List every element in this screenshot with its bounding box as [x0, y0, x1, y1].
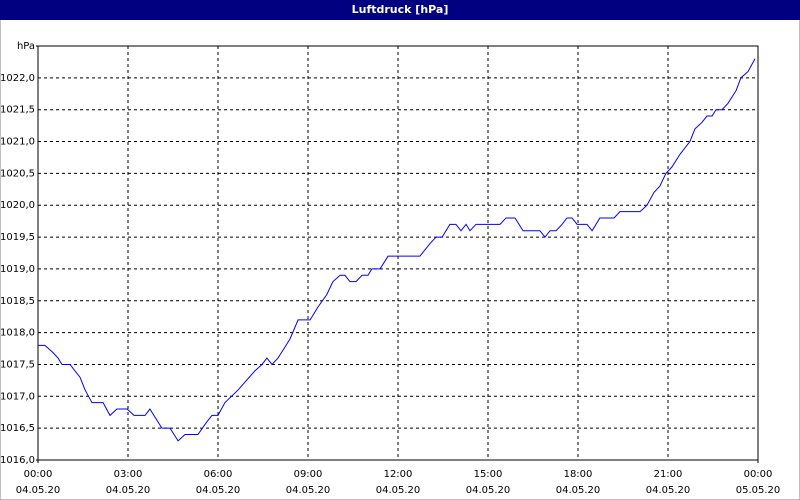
x-tick-date: 04.05.20	[16, 485, 61, 496]
y-tick-label: 1018,0	[0, 328, 35, 339]
title-bar	[0, 0, 800, 20]
y-tick-label: 1021,0	[0, 137, 35, 148]
y-tick-label: 1017,5	[0, 359, 35, 370]
x-tick-date: 04.05.20	[556, 485, 601, 496]
y-tick-label: 1021,5	[0, 105, 35, 116]
x-tick-label: 00:00	[24, 469, 53, 480]
x-tick-label: 03:00	[114, 469, 143, 480]
y-tick-label: 1016,5	[0, 423, 35, 434]
data-line	[38, 58, 756, 442]
y-tick-label: 1017,0	[0, 391, 35, 402]
x-tick-date: 04.05.20	[196, 485, 241, 496]
x-tick-label: 06:00	[204, 469, 233, 480]
x-tick-label: 21:00	[654, 469, 683, 480]
y-tick-label: 1019,0	[0, 264, 35, 275]
y-tick-label: 1020,5	[0, 168, 35, 179]
y-tick-label: 1020,0	[0, 200, 35, 211]
y-tick-label: 1022,0	[0, 73, 35, 84]
y-tick-label: 1016,0	[0, 455, 35, 466]
x-tick-date: 04.05.20	[106, 485, 151, 496]
x-tick-date: 04.05.20	[286, 485, 331, 496]
x-tick-label: 12:00	[384, 469, 413, 480]
x-tick-date: 04.05.20	[466, 485, 511, 496]
x-tick-label: 00:00	[744, 469, 773, 480]
x-tick-date: 05.05.20	[736, 485, 781, 496]
x-tick-date: 04.05.20	[376, 485, 421, 496]
x-tick-label: 09:00	[294, 469, 323, 480]
y-tick-label: hPa	[17, 41, 35, 52]
chart-title: Luftdruck [hPa]	[352, 3, 449, 16]
x-tick-label: 15:00	[474, 469, 503, 480]
x-tick-date: 04.05.20	[646, 485, 691, 496]
y-tick-label: 1018,5	[0, 296, 35, 307]
x-tick-label: 18:00	[564, 469, 593, 480]
y-tick-label: 1019,5	[0, 232, 35, 243]
